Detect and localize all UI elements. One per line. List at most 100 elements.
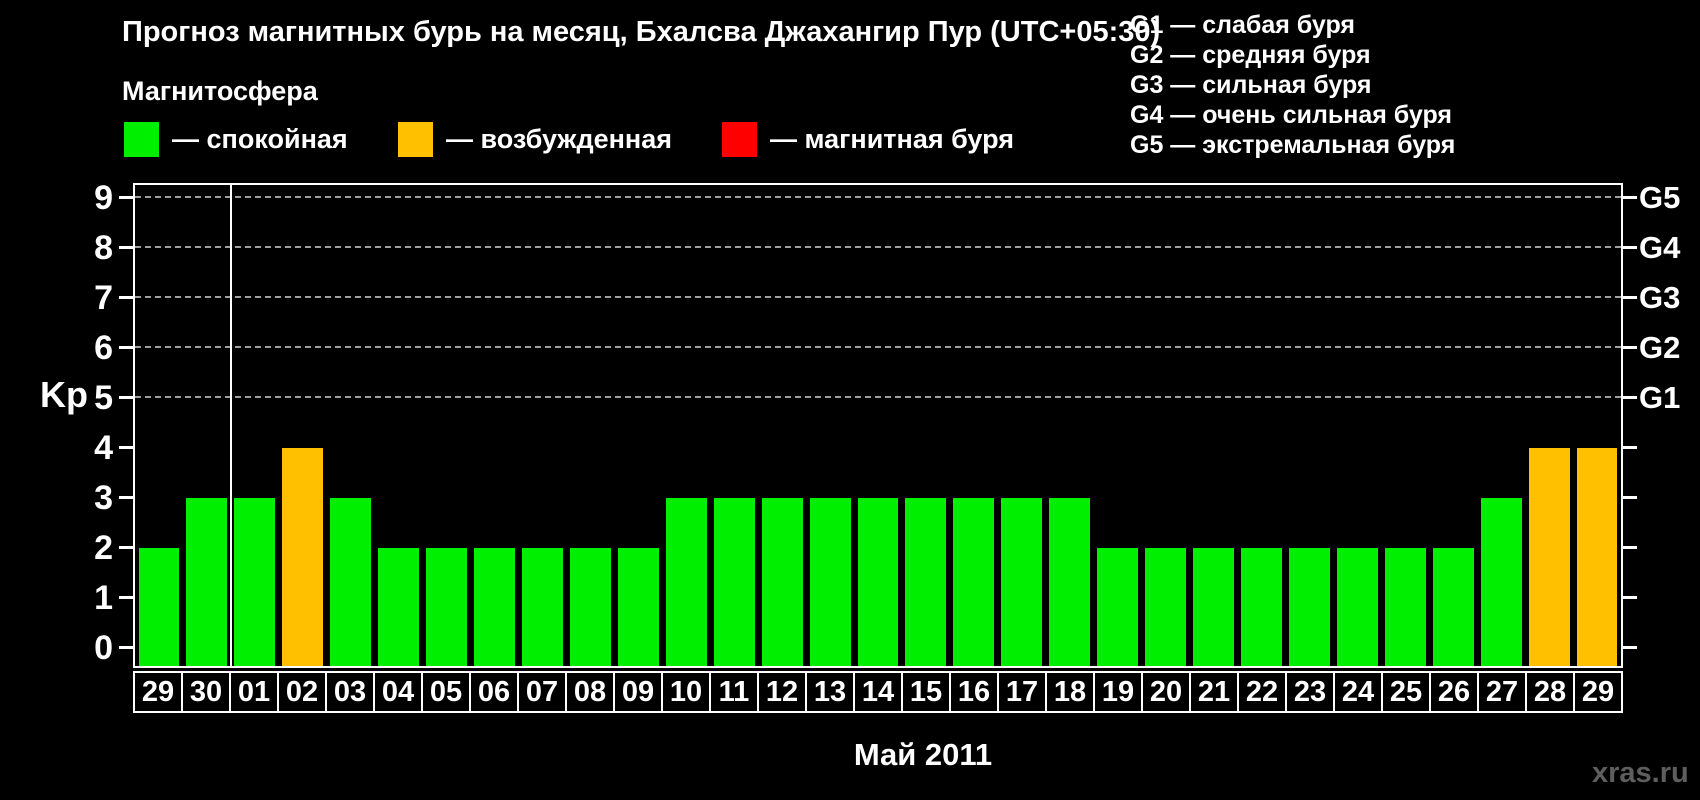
x-axis-title: Май 2011 <box>853 737 993 772</box>
y-axis-tick-right-0 <box>1623 646 1637 649</box>
day-label-06: 06 <box>469 671 519 713</box>
y-axis-tick-right-2 <box>1623 546 1637 549</box>
y-tick-label-8: 8 <box>94 229 113 267</box>
day-label-19: 19 <box>1093 671 1143 713</box>
kp-bar-day-07 <box>521 548 563 666</box>
g-scale-label-g2: G2 <box>1639 330 1681 365</box>
y-axis-tick-left-9 <box>119 196 133 199</box>
day-label-28: 28 <box>1525 671 1575 713</box>
storm-scale-item-g5: G5 — экстремальная буря <box>1130 131 1456 159</box>
y-axis-tick-left-1 <box>119 596 133 599</box>
excited-color-swatch <box>398 121 433 157</box>
kp-bar-day-15 <box>905 498 947 666</box>
kp-bar-day-29 <box>138 548 180 666</box>
legend-item-label: — спокойная <box>172 123 348 154</box>
legend-item-quiet: — спокойная <box>124 120 348 158</box>
day-label-03: 03 <box>325 671 375 713</box>
g-scale-label-g5: G5 <box>1639 180 1681 215</box>
y-tick-label-2: 2 <box>94 529 113 567</box>
y-axis-tick-right-8 <box>1623 246 1637 249</box>
kp-bar-day-02 <box>282 448 324 666</box>
y-axis-tick-right-9 <box>1623 196 1637 199</box>
kp-bar-day-21 <box>1193 548 1234 666</box>
storm-color-swatch <box>722 121 757 157</box>
kp-bar-day-18 <box>1049 498 1091 666</box>
y-tick-label-4: 4 <box>94 429 113 467</box>
g-scale-label-g3: G3 <box>1639 280 1681 315</box>
gridline-kp-6 <box>135 346 1621 348</box>
kp-bar-day-06 <box>474 548 515 666</box>
day-label-10: 10 <box>661 671 711 713</box>
y-axis-tick-left-6 <box>119 346 133 349</box>
month-separator-line <box>229 185 232 666</box>
kp-bar-day-09 <box>617 548 659 666</box>
legend-item-label: — магнитная буря <box>770 123 1014 154</box>
day-label-20: 20 <box>1141 671 1191 713</box>
watermark: xras.ru <box>1592 757 1689 789</box>
day-label-12: 12 <box>757 671 807 713</box>
y-axis-label: Kp <box>40 374 88 415</box>
legend-item-excited: — возбужденная <box>398 120 672 158</box>
quiet-color-swatch <box>124 121 159 157</box>
kp-bar-day-13 <box>809 498 851 666</box>
day-label-08: 08 <box>565 671 615 713</box>
y-axis-tick-left-2 <box>119 546 133 549</box>
kp-bar-day-16 <box>953 498 995 666</box>
day-label-14: 14 <box>853 671 903 713</box>
y-tick-label-9: 9 <box>94 179 113 217</box>
kp-bar-day-30 <box>186 498 228 666</box>
y-axis-tick-left-4 <box>119 446 133 449</box>
storm-scale-item-g1: G1 — слабая буря <box>1130 11 1356 39</box>
kp-bar-day-28 <box>1528 448 1570 666</box>
kp-bar-day-22 <box>1241 548 1282 666</box>
kp-bar-day-10 <box>665 498 707 666</box>
kp-bar-day-11 <box>713 498 755 666</box>
day-label-26: 26 <box>1429 671 1479 713</box>
day-label-23: 23 <box>1285 671 1335 713</box>
g-scale-label-g4: G4 <box>1639 230 1681 265</box>
day-label-29: 29 <box>133 671 183 713</box>
kp-bar-day-23 <box>1288 548 1330 666</box>
magnetosphere-legend-heading: Магнитосфера <box>122 76 318 106</box>
legend-item-label: — возбужденная <box>446 123 672 154</box>
y-axis-tick-right-5 <box>1623 396 1637 399</box>
day-label-13: 13 <box>805 671 855 713</box>
kp-bar-day-17 <box>1001 498 1043 666</box>
storm-scale-item-g2: G2 — средняя буря <box>1130 41 1371 69</box>
day-label-05: 05 <box>421 671 471 713</box>
kp-bar-day-05 <box>426 548 468 666</box>
gridline-kp-7 <box>135 296 1621 298</box>
y-tick-label-3: 3 <box>94 479 113 517</box>
kp-bar-day-12 <box>761 498 803 666</box>
day-label-27: 27 <box>1477 671 1527 713</box>
day-label-11: 11 <box>709 671 759 713</box>
day-label-30: 30 <box>181 671 231 713</box>
y-axis-tick-right-7 <box>1623 296 1637 299</box>
y-tick-label-5: 5 <box>94 379 113 417</box>
day-label-25: 25 <box>1381 671 1431 713</box>
y-tick-label-6: 6 <box>94 329 113 367</box>
y-axis-tick-right-1 <box>1623 596 1637 599</box>
y-tick-label-7: 7 <box>94 279 113 317</box>
kp-bar-day-25 <box>1384 548 1426 666</box>
day-label-09: 09 <box>613 671 663 713</box>
day-label-15: 15 <box>901 671 951 713</box>
day-label-04: 04 <box>373 671 423 713</box>
y-axis-tick-left-0 <box>119 646 133 649</box>
kp-bar-day-24 <box>1336 548 1378 666</box>
day-label-02: 02 <box>277 671 327 713</box>
storm-scale-item-g4: G4 — очень сильная буря <box>1130 101 1452 129</box>
day-label-01: 01 <box>229 671 279 713</box>
day-label-24: 24 <box>1333 671 1383 713</box>
kp-bar-day-29 <box>1576 448 1618 666</box>
gridline-kp-9 <box>135 196 1621 198</box>
y-axis-tick-right-3 <box>1623 496 1637 499</box>
gridline-kp-5 <box>135 396 1621 398</box>
day-label-21: 21 <box>1189 671 1239 713</box>
plot-area <box>119 183 1637 668</box>
day-label-17: 17 <box>997 671 1047 713</box>
gridline-kp-8 <box>135 246 1621 248</box>
day-label-29: 29 <box>1573 671 1623 713</box>
y-axis-tick-right-4 <box>1623 446 1637 449</box>
